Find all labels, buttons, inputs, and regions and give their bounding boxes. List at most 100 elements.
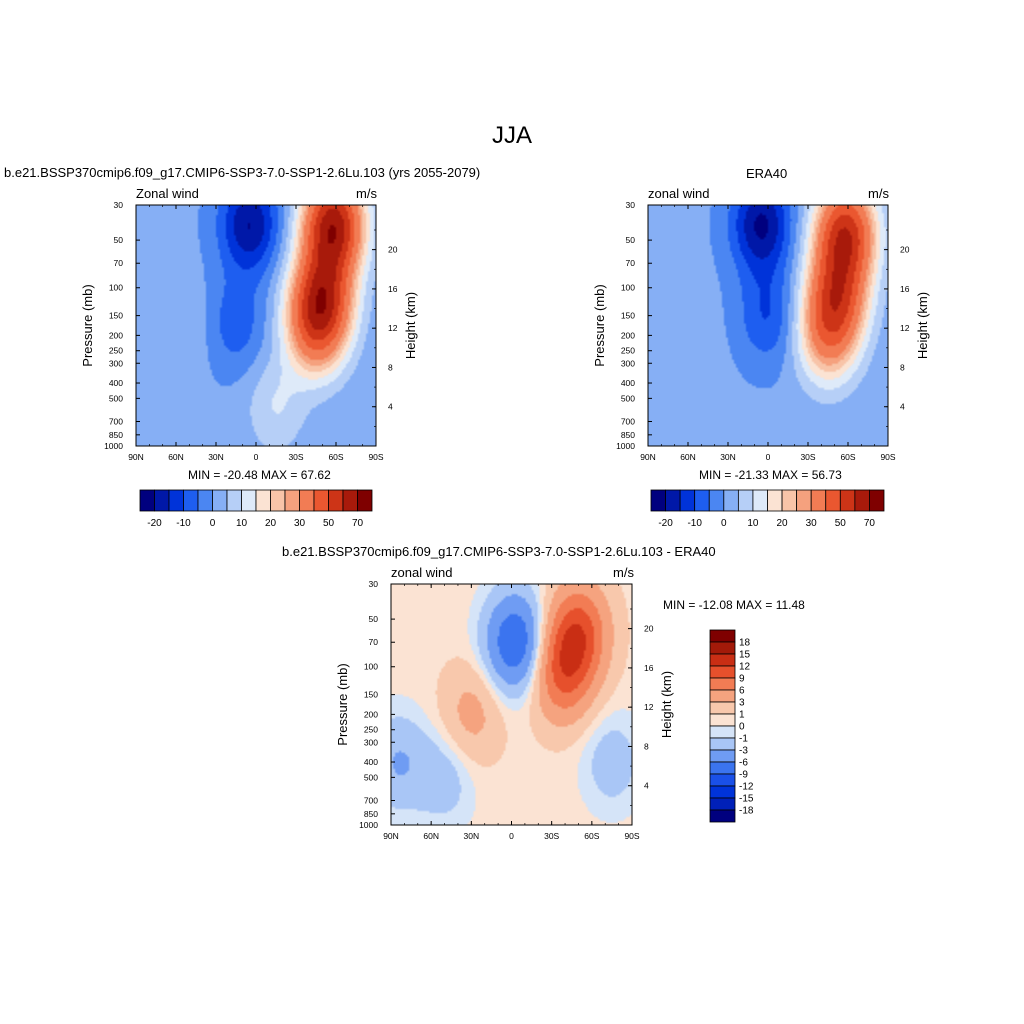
x-tick-label: 60S: [584, 831, 599, 841]
h-tick-label: 12: [644, 702, 654, 712]
p-tick-label: 1000: [359, 820, 378, 830]
p-tick-label: 850: [364, 809, 378, 819]
colorbar-box: [781, 489, 798, 512]
colorbar-box: [212, 489, 228, 512]
h-tick-label: 4: [644, 781, 649, 791]
y-axis-label: Pressure (mb): [335, 663, 350, 745]
p-tick-label: 70: [114, 258, 124, 268]
p-tick-label: 150: [109, 311, 123, 321]
p-tick-label: 1000: [104, 441, 123, 451]
y-axis-label: Pressure (mb): [592, 284, 607, 366]
colorbar-box: [357, 489, 373, 512]
axes-2: 90N 60N 30N 0 30S 60S 90S 30 50 70 100 150 200 250 300…: [592, 200, 930, 462]
p-tick-label: 150: [364, 690, 378, 700]
panel1-left-label: Zonal wind: [136, 186, 199, 201]
colorbar-box: [767, 489, 783, 512]
p-tick-label: 300: [621, 358, 635, 368]
colorbar-box: [709, 629, 736, 643]
colorbar-box: [723, 489, 739, 512]
colorbar-label: 30: [806, 518, 818, 529]
colorbar-box: [313, 489, 329, 512]
colorbar-box: [796, 489, 812, 512]
colorbar-label: -10: [687, 518, 702, 529]
heatmap-field: [648, 205, 888, 446]
colorbar-box: [342, 489, 358, 512]
colorbar-box: [299, 489, 315, 512]
colorbar-box: [709, 773, 736, 787]
colorbar-box: [270, 489, 286, 512]
panel1-min-max: MIN = -20.48 MAX = 67.62: [188, 468, 331, 482]
panel3-left-label: zonal wind: [391, 565, 453, 580]
x-tick-label: 90S: [880, 452, 895, 462]
h-tick-label: 4: [388, 402, 393, 412]
colorbar-box: [241, 489, 257, 512]
p-tick-label: 400: [109, 378, 123, 388]
x-tick-label: 30N: [720, 452, 736, 462]
heatmap-1: [135, 204, 377, 447]
x-tick-label: 60S: [840, 452, 855, 462]
h-tick-label: 16: [388, 284, 398, 294]
p-tick-label: 30: [114, 200, 124, 210]
colorbar-box: [709, 713, 736, 727]
p-tick-label: 500: [621, 393, 635, 403]
p-tick-label: 100: [109, 283, 123, 293]
p-tick-label: 700: [364, 795, 378, 805]
p-tick-label: 200: [621, 330, 635, 340]
colorbar-label: -15: [739, 794, 754, 805]
h-tick-label: 20: [644, 624, 654, 634]
colorbar-label: -9: [739, 770, 748, 781]
colorbar-label: 0: [739, 722, 745, 733]
colorbar-box: [650, 489, 666, 512]
colorbar-box: [709, 701, 736, 715]
h-tick-label: 16: [644, 663, 654, 673]
colorbar-label: 0: [210, 518, 216, 529]
h-tick-label: 8: [900, 362, 905, 372]
panel2-min-max: MIN = -21.33 MAX = 56.73: [699, 468, 842, 482]
colorbar-box: [709, 689, 736, 703]
colorbar-box: [679, 489, 696, 512]
p-tick-label: 400: [364, 757, 378, 767]
p-tick-label: 700: [109, 416, 123, 426]
colorbar-label: 70: [864, 518, 876, 529]
colorbar-1: -20 -10 0 10 20 30 50 70: [139, 489, 373, 529]
colorbar-box: [709, 737, 736, 751]
panel2-units-label: m/s: [868, 186, 889, 201]
p-tick-label: 50: [626, 235, 636, 245]
colorbar-box: [709, 677, 736, 691]
colorbar-label: 50: [323, 518, 335, 529]
colorbar-box: [709, 725, 736, 739]
colorbar-box: [154, 489, 170, 512]
p-tick-label: 250: [109, 346, 123, 356]
colorbar-label: 30: [294, 518, 306, 529]
colorbar-box: [139, 489, 155, 512]
colorbar-label: -10: [176, 518, 191, 529]
x-tick-label: 0: [766, 452, 771, 462]
h-tick-label: 4: [900, 402, 905, 412]
x-tick-label: 0: [254, 452, 259, 462]
colorbar-box: [284, 489, 300, 512]
figure-title: JJA: [491, 122, 532, 149]
colorbar-box: [709, 653, 736, 667]
colorbar-label: -20: [147, 518, 162, 529]
colorbar-label: 3: [739, 698, 745, 709]
y-axis-right-label: Height (km): [659, 671, 674, 738]
x-tick-label: 30S: [800, 452, 815, 462]
colorbar-label: 10: [236, 518, 248, 529]
colorbar-box: [226, 489, 242, 512]
p-tick-label: 400: [621, 378, 635, 388]
panel2-left-label: zonal wind: [648, 186, 710, 201]
colorbar-label: 20: [265, 518, 277, 529]
colorbar-box: [854, 489, 870, 512]
x-tick-label: 90N: [128, 452, 144, 462]
x-tick-label: 0: [509, 831, 514, 841]
h-tick-label: 12: [388, 323, 398, 333]
colorbar-box: [694, 489, 710, 512]
p-tick-label: 50: [369, 614, 379, 624]
heatmap-field: [136, 205, 376, 446]
p-tick-label: 50: [114, 235, 124, 245]
x-tick-label: 60N: [423, 831, 439, 841]
colorbar-box: [709, 761, 736, 775]
p-tick-label: 500: [109, 393, 123, 403]
x-tick-label: 30S: [288, 452, 303, 462]
